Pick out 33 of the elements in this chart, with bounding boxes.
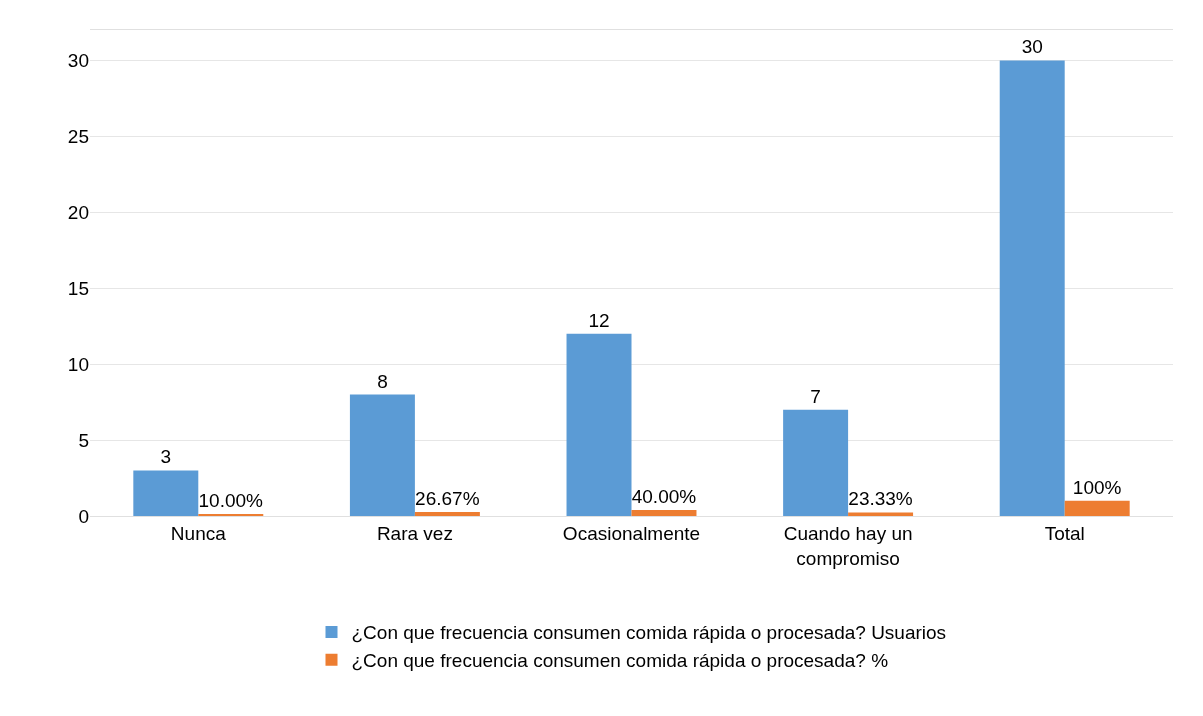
- bar: [999, 60, 1065, 516]
- data-label: 7: [810, 385, 821, 407]
- data-label: 40.00%: [631, 485, 697, 507]
- data-label: 10.00%: [198, 490, 264, 511]
- data-label: 8: [377, 370, 388, 392]
- y-tick-label: 30: [67, 50, 89, 72]
- bar: [783, 409, 849, 516]
- data-label: 30: [1021, 36, 1043, 58]
- y-tick-label: 20: [67, 201, 89, 223]
- y-tick-label: 25: [67, 125, 89, 147]
- legend-label: ¿Con que frecuencia consumen comida rápida o procesada? Usuarios: [351, 622, 947, 644]
- x-tick-label: Rara vez: [376, 522, 453, 544]
- bar: [414, 511, 480, 516]
- data-label: 3: [160, 446, 172, 468]
- y-tick-label: 15: [67, 277, 89, 299]
- data-label: 26.67%: [415, 487, 480, 509]
- data-label: 12: [588, 309, 610, 331]
- bar: [1064, 500, 1130, 516]
- data-label: 100%: [1072, 476, 1122, 498]
- x-tick-label: Nunca: [170, 522, 227, 544]
- bar: [349, 394, 415, 516]
- y-tick-label: 0: [78, 505, 89, 527]
- bar: [133, 470, 199, 516]
- bar: [631, 509, 697, 516]
- data-label: 23.33%: [848, 488, 913, 510]
- x-tick-label: Ocasionalmente: [562, 522, 701, 544]
- y-tick-label: 10: [67, 353, 89, 375]
- x-tick-label: Total: [1044, 522, 1085, 544]
- y-tick-label: 5: [78, 429, 89, 451]
- legend-label: ¿Con que frecuencia consumen comida rápida o procesada? %: [351, 650, 889, 672]
- x-tick-label: Cuando hay un compromiso: [783, 522, 913, 569]
- bar: [566, 333, 632, 516]
- bar: [848, 512, 914, 516]
